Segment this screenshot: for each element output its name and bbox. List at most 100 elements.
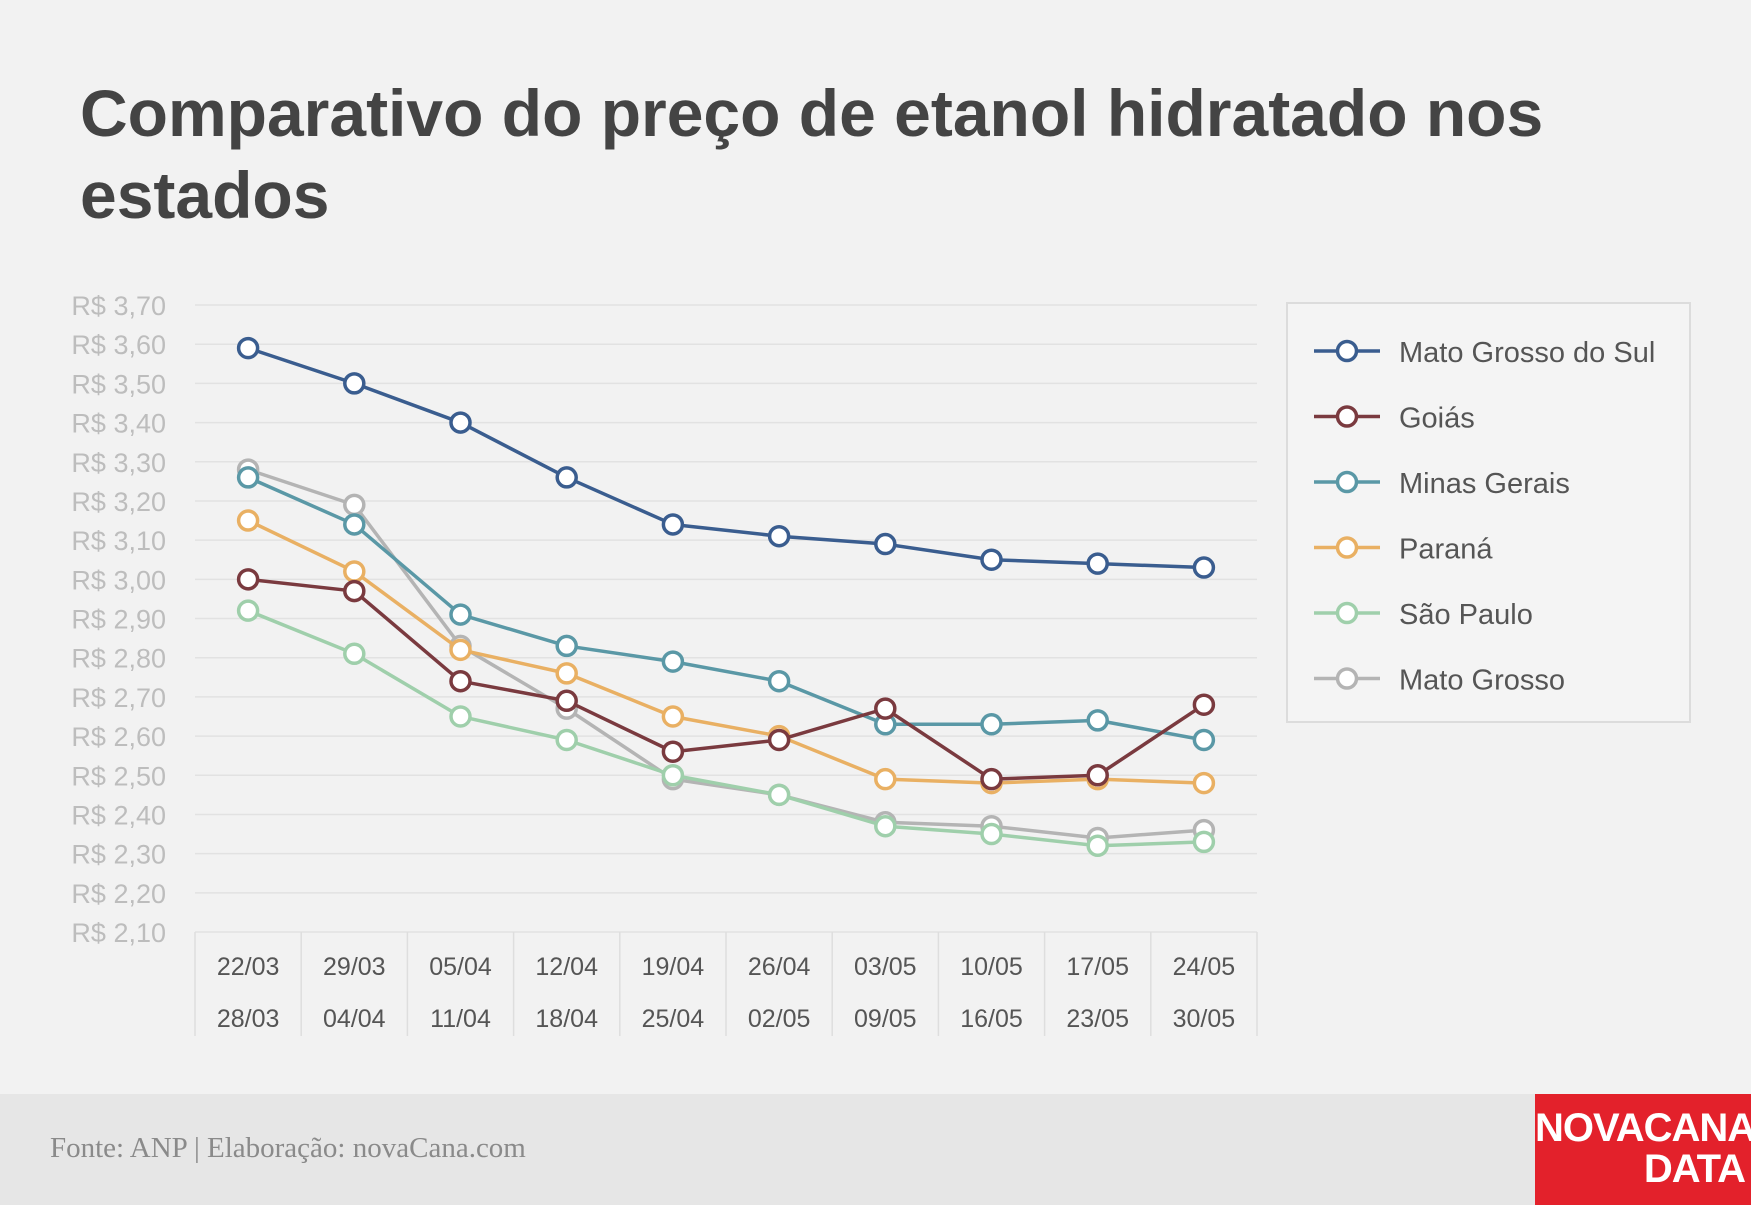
data-point <box>555 728 578 752</box>
data-point <box>661 705 685 728</box>
legend-swatch-marker <box>1335 667 1359 690</box>
data-point <box>449 638 472 662</box>
data-point <box>1192 830 1216 854</box>
data-point <box>449 603 472 626</box>
x-tick-label-start: 17/05 <box>1066 953 1129 981</box>
data-point <box>874 697 897 720</box>
series-4 <box>236 599 1216 858</box>
y-tick-label: R$ 2,40 <box>71 800 166 830</box>
data-point <box>980 548 1003 571</box>
series-line <box>247 346 1204 570</box>
data-point <box>343 642 366 666</box>
logo-line-1: NOVACANA <box>1535 1106 1751 1150</box>
data-point <box>980 822 1003 846</box>
series-line <box>247 475 1205 742</box>
data-point <box>661 650 685 673</box>
legend-swatch-marker <box>1335 339 1359 363</box>
data-point <box>1192 771 1216 795</box>
x-tick-label-start: 03/05 <box>854 953 917 981</box>
data-point <box>343 560 366 583</box>
series-0 <box>236 336 1216 579</box>
x-tick-label-end: 09/05 <box>854 1005 917 1033</box>
y-tick-label: R$ 2,60 <box>71 722 166 752</box>
y-tick-label: R$ 2,70 <box>71 683 166 713</box>
series-2 <box>236 466 1216 752</box>
y-tick-label: R$ 2,10 <box>71 918 166 948</box>
data-point <box>1192 693 1216 716</box>
legend-item-3: Paraná <box>1314 534 1493 566</box>
data-point <box>449 669 472 693</box>
data-point <box>767 669 791 693</box>
legend-item-1: Goiás <box>1314 403 1475 435</box>
x-tick-label-start: 12/04 <box>535 953 598 981</box>
legend-swatch-marker <box>1335 601 1359 625</box>
y-tick-label: R$ 3,20 <box>71 487 166 517</box>
series-line <box>247 467 1205 840</box>
y-tick-label: R$ 3,00 <box>71 565 166 595</box>
legend-swatch-marker <box>1335 536 1359 559</box>
y-tick-label: R$ 3,60 <box>71 330 166 360</box>
data-point <box>1192 728 1216 752</box>
x-tick-label-end: 02/05 <box>748 1005 811 1033</box>
data-point <box>874 532 897 556</box>
footer: Fonte: ANP | Elaboração: novaCana.com NO… <box>0 1094 1751 1205</box>
legend-item-5: Mato Grosso <box>1314 665 1565 697</box>
data-point <box>555 634 578 658</box>
data-point <box>236 466 260 489</box>
data-point <box>343 372 366 395</box>
data-point <box>661 740 685 763</box>
y-tick-label: R$ 3,70 <box>71 291 166 321</box>
data-point <box>236 509 260 532</box>
data-point <box>1086 764 1109 787</box>
data-point <box>661 513 685 536</box>
data-point <box>1086 552 1109 575</box>
y-axis: R$ 3,70 R$ 3,60 R$ 3,50 R$ 3,40 R$ 3,30 R$ 3,… <box>71 291 166 948</box>
legend-item-2: Minas Gerais <box>1314 468 1570 500</box>
legend-label: São Paulo <box>1399 599 1533 631</box>
data-point <box>343 513 366 536</box>
y-tick-label: R$ 2,80 <box>71 644 166 674</box>
series-line <box>247 577 1205 781</box>
legend-swatch-marker <box>1335 405 1359 428</box>
line-chart: R$ 3,70 R$ 3,60 R$ 3,50 R$ 3,40 R$ 3,30 R$ 3,… <box>71 291 1691 1036</box>
legend-swatch-marker <box>1335 470 1359 494</box>
data-point <box>343 579 366 603</box>
legend-label: Paraná <box>1399 534 1493 566</box>
chart-title: Comparativo do preço de etanol hidratado… <box>80 76 1544 232</box>
y-tick-label: R$ 3,50 <box>71 369 166 399</box>
legend-item-4: São Paulo <box>1314 599 1533 631</box>
brand-logo: NOVACANA DATA <box>1535 1094 1751 1205</box>
data-point <box>980 767 1003 791</box>
data-point <box>449 411 472 434</box>
series-5 <box>236 458 1216 850</box>
series-lines <box>236 336 1216 858</box>
x-tick-label-start: 10/05 <box>960 953 1023 981</box>
x-tick-label-start: 05/04 <box>429 953 492 981</box>
x-tick-label-end: 28/03 <box>217 1005 280 1033</box>
data-point <box>1192 556 1216 579</box>
data-point <box>767 783 791 807</box>
logo-line-2: DATA <box>1643 1147 1746 1191</box>
footer-source: Fonte: ANP | Elaboração: novaCana.com <box>50 1132 526 1164</box>
y-tick-label: R$ 3,10 <box>71 526 166 556</box>
legend-label: Mato Grosso <box>1399 665 1565 697</box>
data-point <box>767 524 791 548</box>
data-point <box>874 767 897 791</box>
data-point <box>661 764 685 787</box>
x-tick-label-end: 11/04 <box>430 1005 491 1033</box>
series-3 <box>236 509 1216 795</box>
y-tick-label: R$ 2,90 <box>71 605 166 635</box>
y-tick-label: R$ 2,30 <box>71 840 166 870</box>
y-tick-label: R$ 3,40 <box>71 409 166 439</box>
legend: Mato Grosso do Sul Goiás Minas Gerais Paran… <box>1286 302 1691 723</box>
x-tick-label-start: 26/04 <box>748 953 811 981</box>
y-tick-label: R$ 2,20 <box>71 879 166 909</box>
x-tick-label-end: 23/05 <box>1066 1005 1129 1033</box>
y-tick-label: R$ 3,30 <box>71 448 166 478</box>
legend-box <box>1286 302 1691 723</box>
legend-label: Goiás <box>1399 403 1475 435</box>
x-tick-label-end: 30/05 <box>1173 1005 1236 1033</box>
data-point <box>555 689 578 713</box>
legend-label: Mato Grosso do Sul <box>1399 337 1655 369</box>
data-point <box>236 568 260 591</box>
